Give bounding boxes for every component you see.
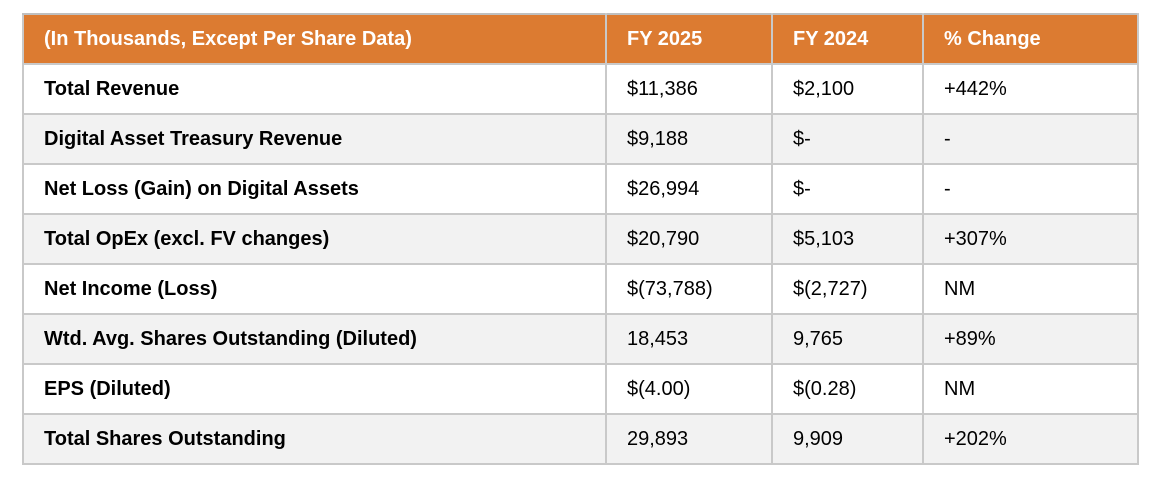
row-label: EPS (Diluted) <box>22 363 607 415</box>
fy2024-value: $- <box>771 163 924 215</box>
fy2024-value: $(0.28) <box>771 363 924 415</box>
fy2025-value: $(73,788) <box>605 263 773 315</box>
row-label: Net Income (Loss) <box>22 263 607 315</box>
financials-table: (In Thousands, Except Per Share Data) FY… <box>22 13 1139 465</box>
column-header-metric: (In Thousands, Except Per Share Data) <box>22 13 607 65</box>
change-value: NM <box>922 363 1139 415</box>
table-row: Total Shares Outstanding 29,893 9,909 +2… <box>22 413 1139 465</box>
column-header-fy2025: FY 2025 <box>605 13 773 65</box>
table-row: EPS (Diluted) $(4.00) $(0.28) NM <box>22 363 1139 415</box>
fy2025-value: $9,188 <box>605 113 773 165</box>
table-row: Wtd. Avg. Shares Outstanding (Diluted) 1… <box>22 313 1139 365</box>
fy2025-value: $26,994 <box>605 163 773 215</box>
change-value: +89% <box>922 313 1139 365</box>
row-label: Total Revenue <box>22 63 607 115</box>
column-header-change: % Change <box>922 13 1139 65</box>
row-label: Wtd. Avg. Shares Outstanding (Diluted) <box>22 313 607 365</box>
change-value: +307% <box>922 213 1139 265</box>
table-row: Digital Asset Treasury Revenue $9,188 $-… <box>22 113 1139 165</box>
change-value: NM <box>922 263 1139 315</box>
change-value: +442% <box>922 63 1139 115</box>
fy2025-value: $(4.00) <box>605 363 773 415</box>
fy2024-value: 9,909 <box>771 413 924 465</box>
fy2024-value: 9,765 <box>771 313 924 365</box>
fy2025-value: 29,893 <box>605 413 773 465</box>
table-row: Net Income (Loss) $(73,788) $(2,727) NM <box>22 263 1139 315</box>
row-label: Net Loss (Gain) on Digital Assets <box>22 163 607 215</box>
change-value: - <box>922 113 1139 165</box>
table-row: Total OpEx (excl. FV changes) $20,790 $5… <box>22 213 1139 265</box>
row-label: Digital Asset Treasury Revenue <box>22 113 607 165</box>
fy2025-value: $20,790 <box>605 213 773 265</box>
row-label: Total OpEx (excl. FV changes) <box>22 213 607 265</box>
table-row: Net Loss (Gain) on Digital Assets $26,99… <box>22 163 1139 215</box>
fy2025-value: $11,386 <box>605 63 773 115</box>
fy2024-value: $- <box>771 113 924 165</box>
change-value: - <box>922 163 1139 215</box>
change-value: +202% <box>922 413 1139 465</box>
table-header-row: (In Thousands, Except Per Share Data) FY… <box>22 13 1139 65</box>
financial-summary-table: (In Thousands, Except Per Share Data) FY… <box>22 13 1139 465</box>
table-row: Total Revenue $11,386 $2,100 +442% <box>22 63 1139 115</box>
column-header-fy2024: FY 2024 <box>771 13 924 65</box>
fy2024-value: $5,103 <box>771 213 924 265</box>
fy2024-value: $2,100 <box>771 63 924 115</box>
row-label: Total Shares Outstanding <box>22 413 607 465</box>
fy2025-value: 18,453 <box>605 313 773 365</box>
fy2024-value: $(2,727) <box>771 263 924 315</box>
